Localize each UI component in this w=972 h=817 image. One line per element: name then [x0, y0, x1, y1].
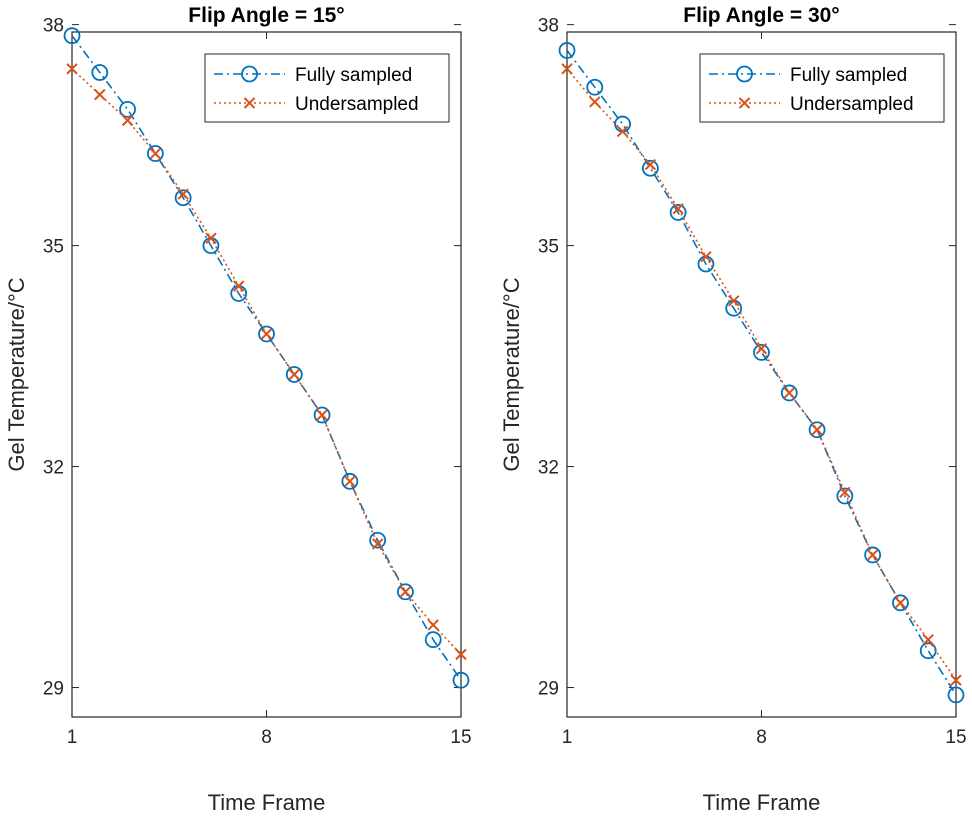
y-tick-label: 32	[538, 458, 559, 479]
data-point-fully-sampled	[947, 686, 965, 704]
data-point-undersampled	[950, 674, 962, 686]
data-point-fully-sampled	[808, 421, 826, 439]
data-point-fully-sampled	[614, 115, 631, 133]
x-tick-label: 15	[450, 727, 471, 748]
chart-title: Flip Angle = 30°	[683, 4, 839, 27]
y-tick-label: 29	[43, 679, 64, 700]
data-point-fully-sampled	[146, 145, 164, 162]
data-point-undersampled	[894, 597, 907, 609]
data-point-fully-sampled	[174, 189, 192, 207]
data-point-undersampled	[922, 633, 934, 646]
data-point-undersampled	[616, 125, 629, 138]
data-point-fully-sampled	[836, 487, 854, 505]
data-point-undersampled	[866, 549, 879, 561]
data-point-fully-sampled	[919, 642, 937, 660]
data-point-fully-sampled	[285, 366, 303, 383]
data-point-undersampled	[783, 387, 795, 399]
legend-label-undersampled: Undersampled	[295, 94, 419, 115]
data-point-fully-sampled	[397, 583, 414, 601]
data-point-fully-sampled	[452, 671, 470, 689]
x-tick-label: 15	[945, 727, 966, 748]
x-axis-label: Time Frame	[208, 790, 326, 815]
data-point-fully-sampled	[586, 78, 604, 96]
data-point-undersampled	[672, 203, 684, 215]
legend-marker-circle	[241, 65, 258, 83]
y-tick-label: 35	[538, 237, 559, 258]
data-point-fully-sampled	[669, 204, 687, 221]
legend-box	[204, 53, 450, 123]
legend-marker-circle	[736, 65, 753, 83]
data-point-undersampled	[839, 486, 851, 499]
data-point-fully-sampled	[258, 325, 275, 343]
data-point-undersampled	[316, 409, 328, 421]
y-tick-label: 32	[43, 458, 64, 479]
data-point-undersampled	[427, 619, 439, 631]
data-point-undersampled	[755, 343, 768, 355]
x-axis-label: Time Frame	[703, 790, 821, 815]
data-point-undersampled	[399, 586, 412, 598]
x-tick-label: 8	[756, 727, 767, 748]
legend-marker-x	[243, 97, 256, 109]
data-point-fully-sampled	[753, 344, 770, 361]
y-axis-label: Gel Temperature/°C	[4, 277, 29, 471]
data-point-fully-sampled	[119, 100, 136, 118]
data-point-fully-sampled	[558, 42, 576, 59]
data-point-undersampled	[589, 96, 601, 108]
data-point-fully-sampled	[91, 64, 109, 81]
y-axis-label: Gel Temperature/°C	[499, 277, 524, 471]
data-point-fully-sampled	[424, 631, 442, 649]
x-tick-label: 1	[562, 727, 573, 748]
data-point-undersampled	[233, 280, 245, 292]
data-point-fully-sampled	[864, 546, 882, 564]
y-tick-label: 35	[43, 237, 64, 258]
data-point-fully-sampled	[780, 384, 798, 402]
y-tick-label: 38	[43, 16, 64, 37]
series-line-undersampled	[71, 68, 462, 655]
data-point-fully-sampled	[369, 531, 387, 549]
data-point-undersampled	[149, 147, 162, 160]
series-line-undersampled	[566, 68, 957, 681]
data-point-undersampled	[177, 188, 189, 200]
data-point-undersampled	[700, 250, 712, 263]
data-point-fully-sampled	[341, 472, 359, 490]
data-point-fully-sampled	[313, 406, 331, 424]
x-tick-label: 1	[67, 727, 78, 748]
data-point-fully-sampled	[63, 27, 81, 45]
legend-label-fully-sampled: Fully sampled	[295, 65, 412, 86]
series-line-fully-sampled	[566, 49, 957, 696]
data-point-undersampled	[260, 328, 273, 340]
y-tick-label: 38	[538, 16, 559, 37]
data-point-undersampled	[371, 538, 384, 550]
data-point-undersampled	[205, 232, 217, 244]
data-point-undersampled	[66, 63, 78, 75]
legend-label-fully-sampled: Fully sampled	[790, 65, 907, 86]
x-tick-label: 8	[261, 727, 272, 748]
legend-label-undersampled: Undersampled	[790, 94, 914, 115]
data-point-undersampled	[728, 295, 740, 307]
series-line-fully-sampled	[71, 35, 462, 681]
legend-box	[699, 53, 945, 123]
y-tick-label: 29	[538, 679, 559, 700]
data-point-undersampled	[455, 648, 467, 661]
chart-title: Flip Angle = 15°	[188, 4, 344, 27]
data-point-undersampled	[288, 368, 300, 381]
legend-marker-x	[738, 97, 751, 109]
data-point-undersampled	[644, 158, 657, 171]
data-point-undersampled	[121, 114, 134, 127]
data-point-undersampled	[94, 88, 106, 101]
plot-area-frame	[71, 31, 462, 718]
data-point-fully-sampled	[892, 594, 909, 612]
subplot-flip-angle-30: Flip Angle = 30° Time Frame Gel Temperat…	[499, 4, 967, 815]
data-point-undersampled	[344, 475, 356, 488]
data-point-fully-sampled	[641, 159, 659, 177]
subplot-flip-angle-15: Flip Angle = 15° Time Frame Gel Temperat…	[4, 4, 472, 815]
data-point-undersampled	[811, 424, 823, 436]
data-point-undersampled	[561, 63, 573, 75]
